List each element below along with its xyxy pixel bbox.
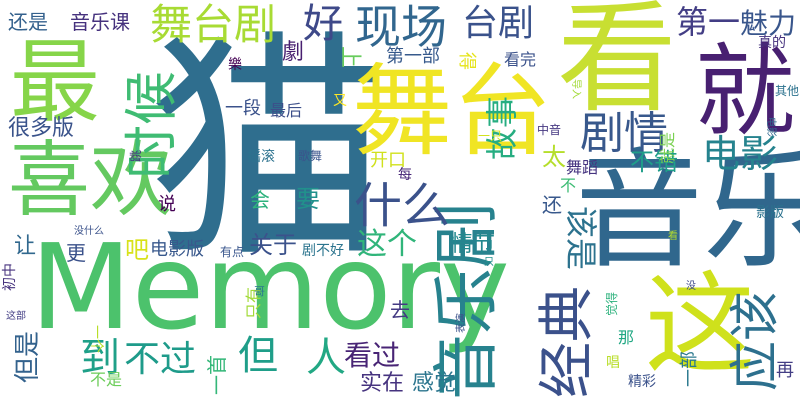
word-zhi: 只 <box>484 257 494 268</box>
word-henduoban: 很多版 <box>8 116 75 141</box>
word-rang: 让 <box>14 234 37 259</box>
word-yige: 一个 <box>88 325 104 353</box>
word-shang: 上 <box>337 45 363 69</box>
word-dan: 但 <box>238 333 278 379</box>
word-hui: 会 <box>250 188 270 212</box>
word-chang: 唱 <box>606 355 620 371</box>
word-hai: 还 <box>542 193 562 217</box>
word-gushi: 故事 <box>483 95 522 161</box>
word-ba: 吧 <box>125 236 149 264</box>
word-wutai: 舞台 <box>352 53 552 170</box>
word-juede: 觉得 <box>605 291 620 317</box>
word-yaogun: 摇滚 <box>247 149 275 165</box>
word-jiu: 就 <box>695 33 795 150</box>
word-shihou: 时候 <box>120 71 183 179</box>
word-mei: 每 <box>398 167 412 183</box>
word-kaikou: 开口 <box>370 150 406 171</box>
word-zhongyin: 中音 <box>537 123 562 137</box>
word-dao: 到 <box>80 335 120 381</box>
word-yiduan: 一段 <box>225 98 261 119</box>
word-wudao: 舞蹈 <box>566 158 599 177</box>
word-shuo: 说 <box>158 194 176 215</box>
word-wutaiju: 舞台剧 <box>150 0 277 49</box>
word-yishou: 一首 <box>205 355 229 395</box>
word-meishenme: 没什么 <box>74 226 104 237</box>
word-buguo: 不过 <box>124 339 197 380</box>
word-mao: 猫 <box>148 10 389 290</box>
word-chuzhong: 初中 <box>2 263 18 291</box>
word-jiushi: 就是 <box>658 131 678 165</box>
word-yingban: 影版 <box>756 205 784 221</box>
word-kanguo: 看过 <box>344 339 401 372</box>
word-zuihou: 最后 <box>270 101 303 120</box>
word-ren: 人 <box>306 335 346 381</box>
word-tai: 太 <box>542 143 566 171</box>
word-na: 那 <box>618 328 635 347</box>
word-dianying-small: 电影 <box>765 117 776 137</box>
word-ge: 哥 <box>254 285 265 298</box>
word-zhe: 这 <box>645 261 755 389</box>
word-yao: 要 <box>296 185 320 213</box>
word-xianchang: 现场 <box>355 0 447 54</box>
word-gewu: 歌舞 <box>298 149 323 163</box>
word-kan: 看 <box>557 0 677 129</box>
word-de: 得 <box>456 52 477 70</box>
word-geng: 更 <box>66 241 86 265</box>
word-daoru: 导入 <box>570 79 581 99</box>
word-xihuan: 喜欢 <box>8 133 173 228</box>
word-biaoyan: 表演 <box>456 313 467 333</box>
word-yizhi: 一只 <box>478 129 503 143</box>
word-meili: 魅力 <box>740 7 797 40</box>
word-youdian: 有点 <box>220 245 245 259</box>
word-yinyueke: 音乐课 <box>70 10 130 34</box>
word-kanwan: 看完 <box>504 50 537 69</box>
word-kan-small: 看 <box>668 231 678 242</box>
word-diyibu: 第一部 <box>386 46 440 67</box>
word-mei2: 没 <box>686 281 696 292</box>
word-jubuhao: 剧不好 <box>302 243 344 259</box>
word-juqing: 剧情 <box>580 108 668 159</box>
word-zai: 再 <box>776 360 794 381</box>
word-haishi: 还是 <box>8 10 48 34</box>
word-shenme: 什么 <box>354 178 451 234</box>
word-guanyu: 关于 <box>249 231 297 259</box>
word-qingjie: 情节 <box>451 232 496 257</box>
word-hao: 好 <box>303 1 343 47</box>
word-danshi: 但是 <box>13 330 44 384</box>
word-shizai: 实在 <box>360 371 405 396</box>
word-yue-trad: 樂 <box>228 57 242 73</box>
word-yinyue: 音乐 <box>575 137 800 286</box>
word-zhebu: 这部 <box>6 311 26 322</box>
word-bushi: 不是 <box>90 370 123 389</box>
word-dianyingban: 电影版 <box>150 239 204 260</box>
word-gaishi: 该是 <box>562 205 601 271</box>
word-bucuo: 不错 <box>630 148 678 176</box>
word-memory: Memory <box>30 218 510 356</box>
word-you: 又 <box>333 93 347 109</box>
word-zui: 最 <box>10 30 100 135</box>
word-qita: 其他 <box>775 84 800 98</box>
word-taiju: 台剧 <box>462 3 535 44</box>
word-yibu: 一部 <box>679 351 700 387</box>
word-jingcai: 精彩 <box>628 374 656 390</box>
word-bu: 不 <box>560 176 577 195</box>
word-ganjue: 感觉 <box>412 371 457 396</box>
word-zhende: 真的 <box>758 35 786 51</box>
word-jingdian: 经典 <box>535 286 600 398</box>
word-zhege: 这个 <box>357 227 417 262</box>
word-diyi: 第一 <box>676 3 741 41</box>
word-tiao: 跳 <box>129 149 144 163</box>
word-yinggai: 应该 <box>726 291 784 391</box>
word-dianying: 电影 <box>702 132 779 176</box>
word-ju-trad: 劇 <box>282 40 305 65</box>
word-qu: 去 <box>390 298 410 322</box>
